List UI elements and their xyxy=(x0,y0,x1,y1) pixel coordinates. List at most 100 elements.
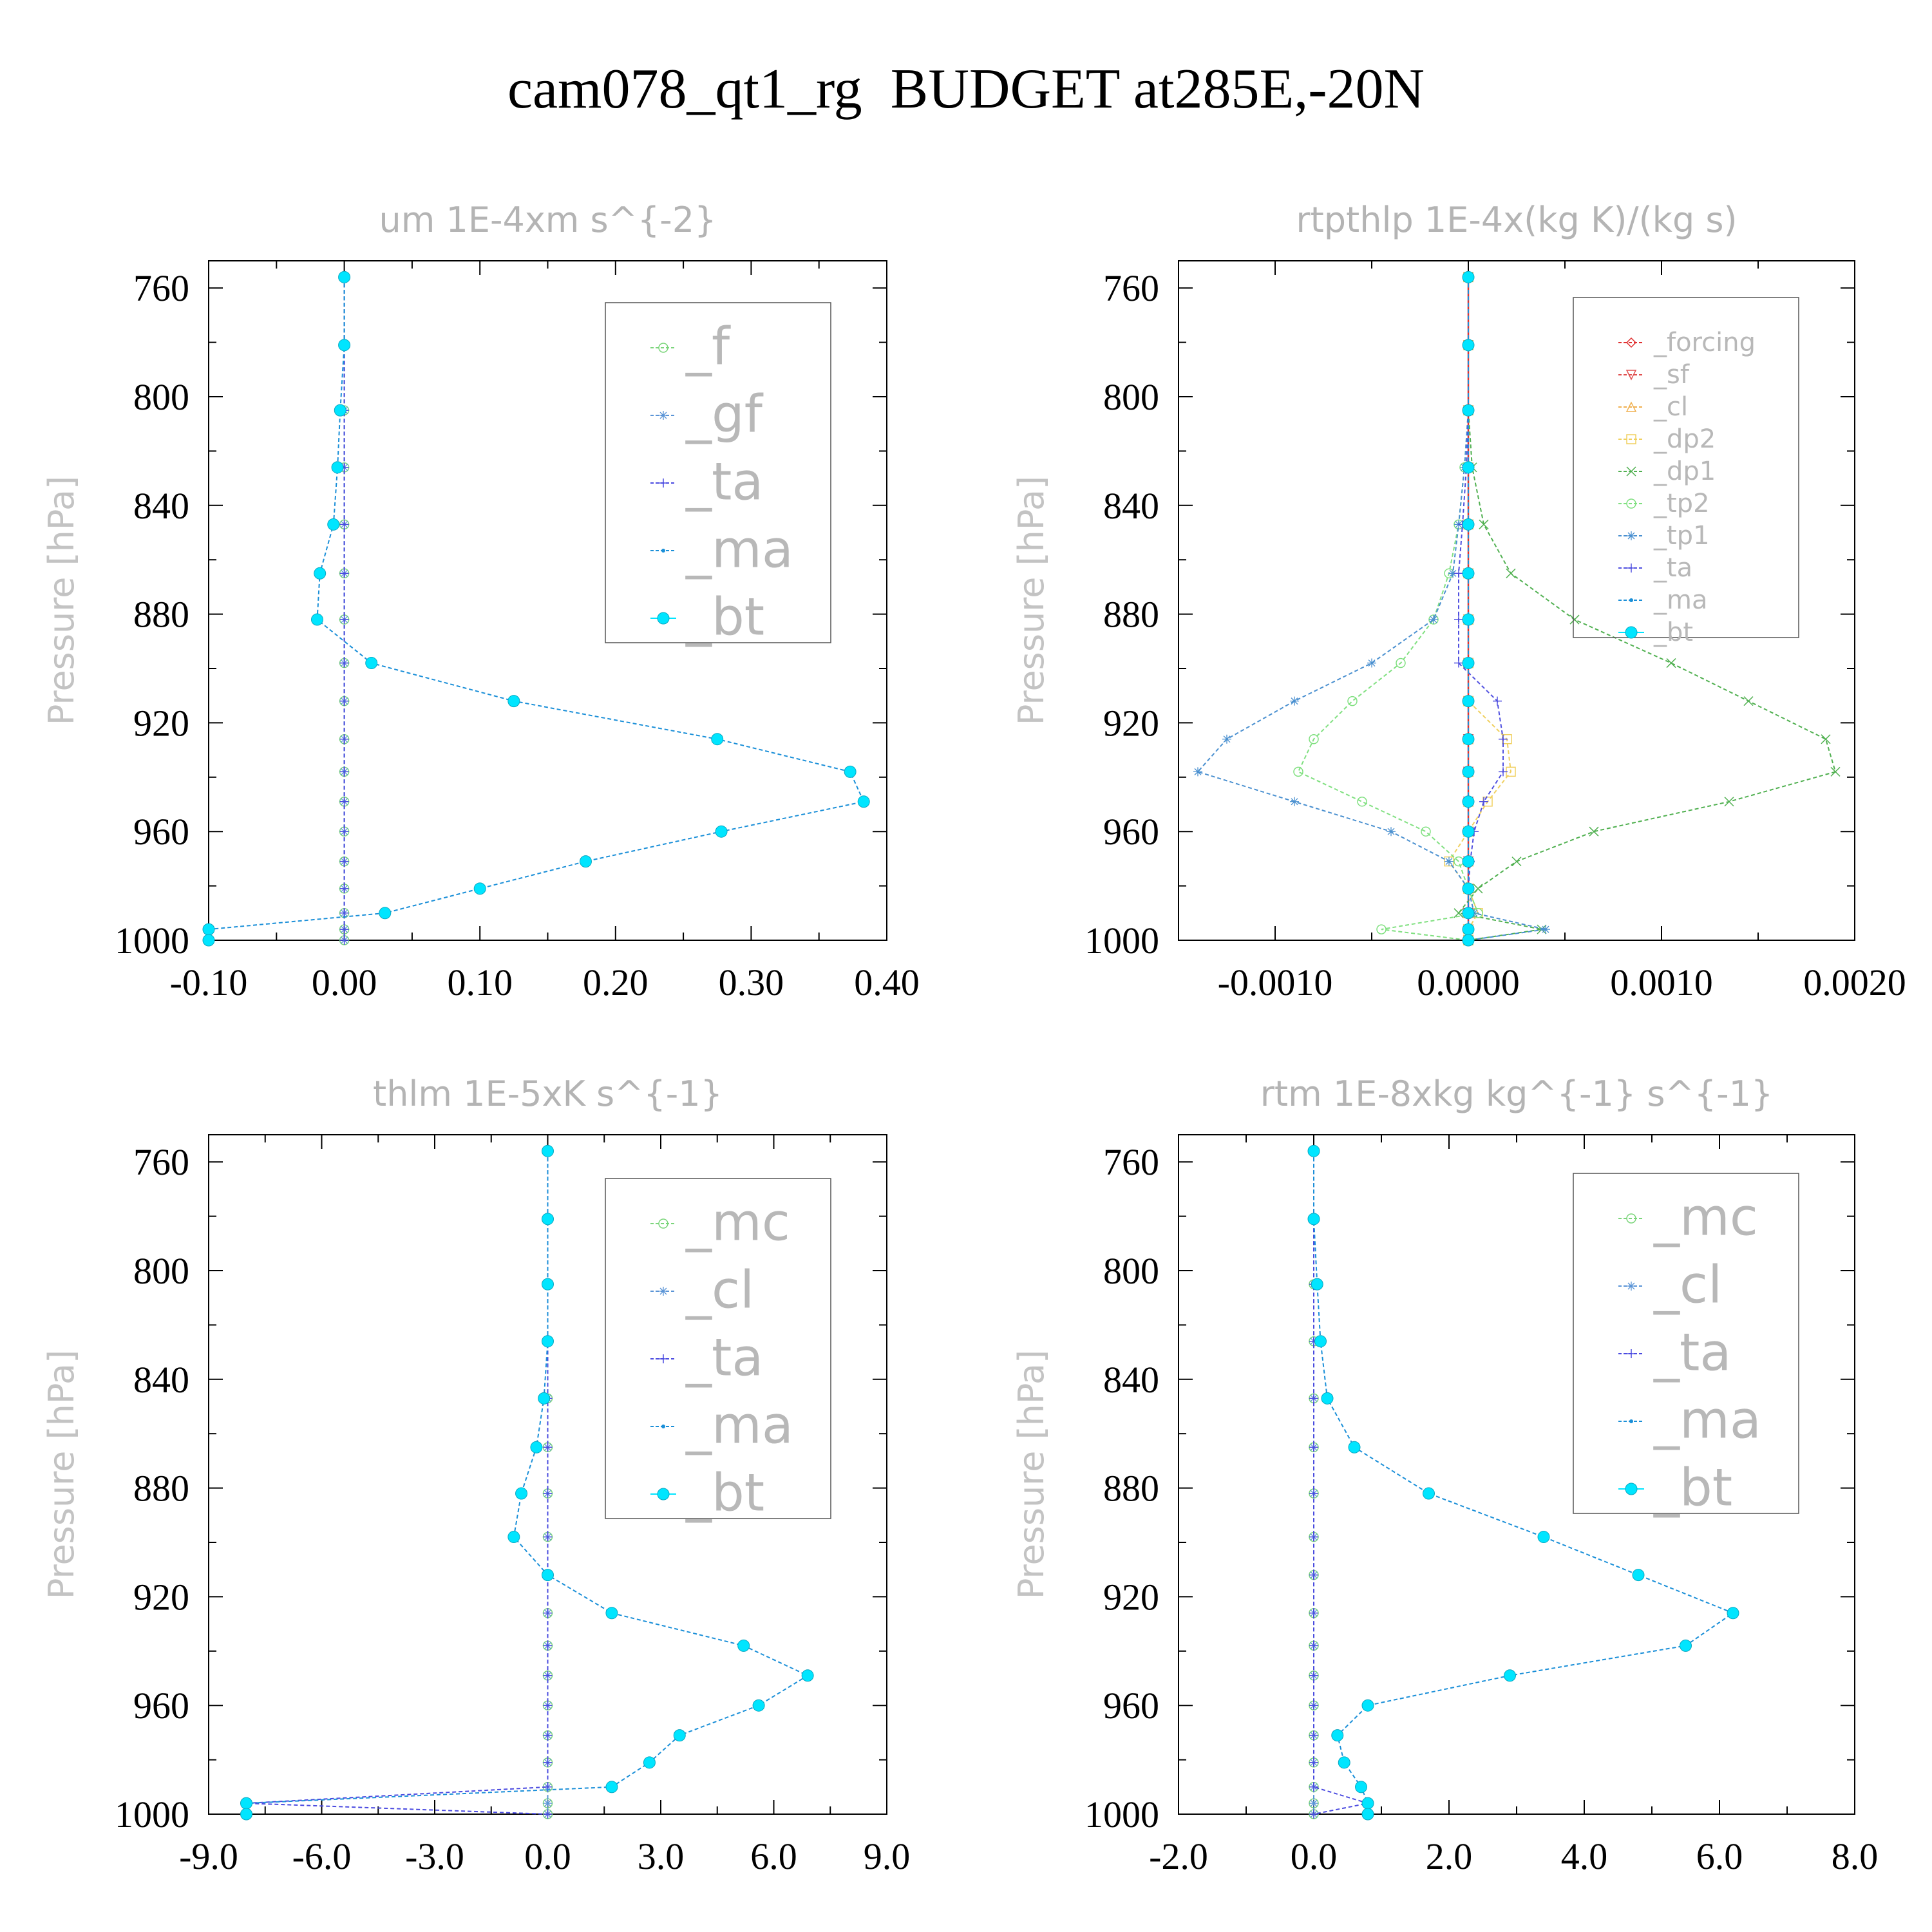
data-point xyxy=(543,1671,553,1680)
legend-marker xyxy=(1625,626,1638,639)
data-point xyxy=(1632,1569,1645,1582)
y-tick-label: 960 xyxy=(133,811,189,853)
data-point xyxy=(1462,567,1475,580)
data-point xyxy=(339,615,349,625)
y-tick-label: 960 xyxy=(133,1685,189,1727)
data-point xyxy=(1309,1757,1318,1767)
x-tick-label: 0.20 xyxy=(583,961,649,1003)
data-point xyxy=(1331,1729,1344,1742)
data-point xyxy=(1479,519,1489,529)
y-tick-label: 880 xyxy=(1103,1468,1159,1510)
y-tick-label: 920 xyxy=(1103,1576,1159,1618)
data-point xyxy=(1314,1335,1327,1348)
data-point xyxy=(1462,339,1475,352)
x-tick-label: 2.0 xyxy=(1426,1835,1473,1877)
data-point xyxy=(1462,404,1475,417)
x-tick-label: 3.0 xyxy=(638,1835,685,1877)
legend-marker xyxy=(657,612,670,625)
legend-label: _forcing xyxy=(1653,328,1756,357)
legend-box xyxy=(1573,1173,1799,1514)
data-point xyxy=(331,461,344,474)
legend-label: _bt xyxy=(1653,618,1693,647)
data-point xyxy=(542,1144,554,1157)
data-point xyxy=(1462,825,1475,838)
x-tick-label: 0.0 xyxy=(1291,1835,1338,1877)
series-line-tp1 xyxy=(1197,277,1546,941)
legend-label: _dp1 xyxy=(1653,457,1716,486)
legend-label: _mc xyxy=(1653,1188,1758,1247)
legend-marker xyxy=(659,1287,668,1296)
legend-marker xyxy=(1626,1213,1636,1224)
legend-label: _ta xyxy=(685,1328,763,1388)
data-point xyxy=(543,1730,553,1740)
y-tick-label: 800 xyxy=(1103,1250,1159,1292)
legend-label: _sf xyxy=(1653,360,1690,390)
data-point xyxy=(1338,1756,1350,1769)
x-tick-label: 8.0 xyxy=(1832,1835,1879,1877)
data-point xyxy=(1454,908,1464,918)
y-tick-label: 1000 xyxy=(115,920,189,961)
data-point xyxy=(1504,1669,1516,1682)
data-point xyxy=(338,339,351,352)
y-axis-label: Pressure [hPa] xyxy=(1011,1350,1052,1599)
data-point xyxy=(1293,766,1303,777)
data-point xyxy=(1462,923,1475,936)
y-tick-label: 880 xyxy=(133,1468,189,1510)
y-tick-label: 1000 xyxy=(115,1794,189,1835)
panel-thlm: thlm 1E-5xK s^{-1} Pressure [hPa] 760 800 84… xyxy=(41,1074,910,1877)
data-point xyxy=(1569,614,1580,625)
data-point xyxy=(530,1441,543,1454)
legend-marker xyxy=(659,1354,668,1363)
panel-um: um 1E-4xm s^{-2} Pressure [hPa] 760 800 840 8… xyxy=(41,200,920,1003)
series-line-ma xyxy=(208,277,865,940)
data-point xyxy=(507,695,520,708)
data-point xyxy=(1589,826,1599,837)
data-point xyxy=(737,1639,750,1652)
series-line-ma xyxy=(245,1151,810,1814)
legend-marker xyxy=(659,411,668,420)
legend-box xyxy=(605,1178,831,1519)
x-tick-label: 0.00 xyxy=(312,961,377,1003)
y-tick-label: 840 xyxy=(1103,485,1159,527)
page-title: cam078_qt1_rg BUDGET at285E,-20N xyxy=(507,58,1425,120)
data-point xyxy=(1462,461,1475,474)
y-tick-label: 1000 xyxy=(1084,1794,1159,1835)
legend-box xyxy=(605,302,831,643)
data-point xyxy=(1727,1607,1739,1620)
data-point xyxy=(1309,1701,1318,1710)
y-tick-label: 920 xyxy=(1103,702,1159,744)
y-axis-label: Pressure [hPa] xyxy=(41,476,82,725)
legend-box xyxy=(1573,297,1799,638)
data-point xyxy=(1309,1532,1318,1542)
data-point xyxy=(507,1531,520,1544)
legend-marker xyxy=(1629,598,1633,602)
legend-label: _cl xyxy=(1653,1255,1722,1315)
data-point xyxy=(338,270,351,283)
data-point xyxy=(202,923,215,936)
legend-marker xyxy=(1625,1482,1638,1495)
legend-marker xyxy=(1627,1282,1636,1291)
x-tick-label: -3.0 xyxy=(405,1835,464,1877)
panel-rtm: rtm 1E-8xkg kg^{-1} s^{-1} Pressure [hPa]… xyxy=(1011,1074,1878,1877)
data-point xyxy=(339,696,349,706)
data-point xyxy=(542,1335,554,1348)
data-point xyxy=(240,1797,252,1810)
data-point xyxy=(543,1608,553,1618)
x-tick-label: 0.30 xyxy=(719,961,784,1003)
data-point xyxy=(1448,569,1457,578)
legend-label: _cl xyxy=(1653,392,1688,422)
data-point xyxy=(543,1810,553,1819)
x-tick-label: 9.0 xyxy=(864,1835,911,1877)
data-point xyxy=(365,657,378,670)
data-point xyxy=(1830,766,1841,777)
x-tick-label: 4.0 xyxy=(1561,1835,1608,1877)
data-point xyxy=(1499,767,1508,777)
data-point xyxy=(1367,658,1376,668)
plot-frame xyxy=(208,260,887,941)
data-point xyxy=(1462,518,1475,531)
legend-label: _ta xyxy=(1653,1323,1731,1383)
legend-marker xyxy=(1627,1349,1636,1358)
data-point xyxy=(1506,568,1516,578)
data-point xyxy=(1309,1443,1318,1452)
y-tick-label: 920 xyxy=(133,1576,189,1618)
